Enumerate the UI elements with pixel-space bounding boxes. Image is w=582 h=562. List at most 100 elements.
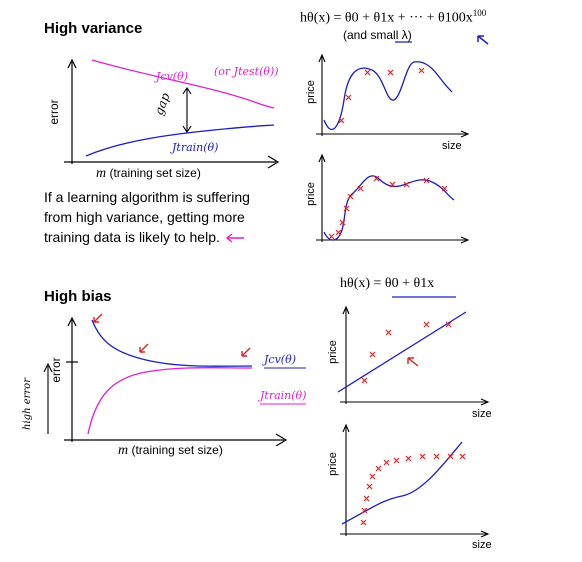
data-point (369, 473, 376, 480)
data-point (347, 193, 354, 200)
formula-main: hθ(x) = θ0 + θ1x + ··· + θ100x (300, 10, 473, 26)
high-variance-fit-plot-1: price size (305, 53, 470, 150)
data-point (403, 181, 410, 188)
note-line: training data is likely to help. (44, 229, 220, 245)
data-point (366, 483, 373, 490)
data-point (361, 507, 368, 514)
data-point (445, 321, 452, 328)
data-point (361, 377, 368, 384)
data-point (423, 321, 430, 328)
red-arrow-icon (241, 347, 251, 357)
x-axis-arrow-icon (460, 236, 470, 244)
jtest-label: (or Jtest(θ)) (214, 65, 279, 78)
data-point (419, 453, 426, 460)
m-symbol: m (96, 166, 107, 181)
m-symbol: m (118, 443, 129, 458)
y-axis-arrow-icon (318, 53, 326, 63)
high-bias-learning-curve: error Jcv(θ) Jtrain(θ) high error (22, 313, 306, 446)
data-point (418, 67, 425, 74)
high-error-note: high error (22, 377, 33, 430)
high-variance-note: If a learning algorithm is suffering fro… (44, 187, 284, 247)
data-point (369, 351, 376, 358)
x-axis-arrow-icon (480, 398, 490, 406)
data-point (375, 465, 382, 472)
pointer-arrow-icon (477, 35, 489, 45)
jtrain-label: Jtrain(θ) (258, 389, 306, 402)
data-point (364, 69, 371, 76)
y-axis-label: price (305, 80, 317, 104)
high-bias-x-label: m (training set size) (118, 443, 223, 459)
data-point (393, 457, 400, 464)
data-point (328, 233, 335, 240)
high-bias-title: High bias (44, 288, 112, 305)
fit-line (337, 311, 467, 393)
y-axis-label: error (49, 357, 63, 382)
data-point (360, 519, 367, 526)
data-point (335, 229, 342, 236)
x-axis-arrow-icon (275, 433, 288, 446)
jtrain-curve (85, 124, 275, 157)
data-point (433, 453, 440, 460)
jcv-curve (91, 319, 253, 367)
data-points (338, 67, 425, 124)
data-point (405, 455, 412, 462)
x-axis-arrow-icon (480, 530, 490, 538)
high-variance-title: High variance (44, 20, 143, 37)
y-axis-label: error (47, 99, 61, 124)
y-axis-arrow-icon (67, 316, 77, 327)
data-point (343, 205, 350, 212)
x-axis-label: size (442, 140, 462, 150)
data-point (389, 181, 396, 188)
y-axis-arrow-icon (342, 305, 350, 315)
jtrain-label: Jtrain(θ) (170, 141, 218, 154)
jtrain-curve (87, 367, 253, 435)
high-bias-fit-plot-1: price size (327, 305, 492, 420)
red-arrow-icon (93, 313, 103, 323)
x-axis-arrow-icon (460, 130, 470, 138)
x-label-text: (training set size) (109, 166, 201, 180)
fit-curve (323, 175, 455, 241)
high-variance-learning-curve: error gap Jcv(θ) (or Jtest(θ)) Jtrain(θ) (47, 58, 280, 169)
x-label-text: (training set size) (131, 443, 223, 457)
red-arrow-icon (139, 343, 149, 353)
magenta-arrow-icon (225, 233, 244, 243)
fit-curve (323, 61, 453, 130)
data-point (423, 177, 430, 184)
lambda-annotation (395, 35, 489, 45)
data-point (447, 453, 454, 460)
x-axis-arrow-icon (267, 155, 280, 169)
data-point (383, 459, 390, 466)
data-point (363, 495, 370, 502)
gap-label: gap (152, 91, 173, 117)
high-variance-formula: hθ(x) = θ0 + θ1x + ··· + θ100x100 (300, 8, 486, 27)
red-arrow-icon (407, 357, 419, 367)
data-point (357, 185, 364, 192)
data-point (441, 185, 448, 192)
lambda-note: (and small λ) (343, 28, 412, 42)
high-error-arrow-icon (43, 362, 53, 434)
jcv-label: Jcv(θ) (154, 70, 188, 83)
high-variance-fit-plot-2: price (305, 153, 470, 244)
y-axis-label: price (305, 182, 317, 206)
gap-arrow-icon (182, 87, 192, 133)
jcv-label: Jcv(θ) (262, 353, 296, 366)
data-point (345, 94, 352, 101)
high-bias-fit-plot-2: price size (327, 423, 492, 551)
data-points (328, 175, 448, 240)
high-bias-formula: hθ(x) = θ0 + θ1x (340, 276, 435, 291)
high-variance-x-label: m (training set size) (96, 166, 201, 182)
fit-line (341, 441, 463, 525)
data-point (459, 453, 466, 460)
data-point (373, 175, 380, 182)
y-axis-arrow-icon (67, 58, 77, 69)
data-point (385, 329, 392, 336)
y-axis-arrow-icon (318, 153, 326, 163)
y-axis-arrow-icon (342, 423, 350, 433)
note-line: from high variance, getting more (44, 209, 245, 225)
data-point (387, 69, 394, 76)
formula-exponent: 100 (472, 8, 487, 18)
data-points (361, 321, 452, 384)
y-axis-label: price (327, 452, 339, 476)
x-axis-label: size (472, 408, 492, 420)
jcv-curve (91, 59, 275, 109)
